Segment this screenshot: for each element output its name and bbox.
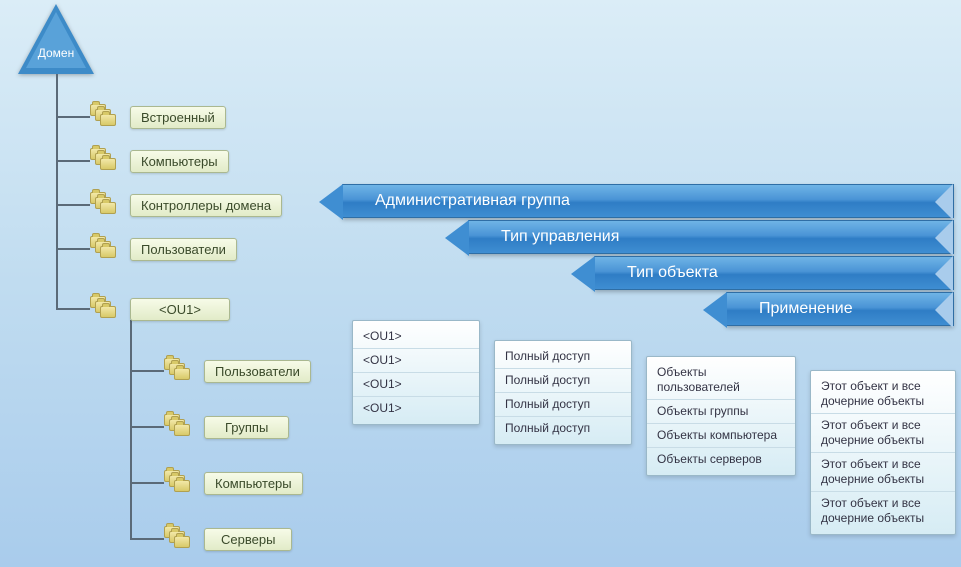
tree-node-users: Пользователи — [130, 238, 237, 261]
folder-icon — [90, 104, 112, 126]
arrow-object-type: Тип объекта — [594, 256, 954, 290]
panel-row: Объекты пользователей — [647, 361, 795, 399]
tree-connector — [56, 204, 90, 206]
panel-row: Объекты серверов — [647, 447, 795, 471]
tree-connector — [56, 160, 90, 162]
tree-connector — [130, 370, 164, 372]
panel-row: Этот объект и все дочерние объекты — [811, 375, 955, 413]
tree-node-ou1-groups: Группы — [204, 416, 289, 439]
panel-objects: Объекты пользователей Объекты группы Объ… — [646, 356, 796, 476]
arrow-management-type: Тип управления — [468, 220, 954, 254]
panel-row: Полный доступ — [495, 416, 631, 440]
folder-icon — [164, 526, 186, 548]
arrow-label: Административная группа — [375, 192, 570, 209]
panel-row: Полный доступ — [495, 392, 631, 416]
panel-row: Полный доступ — [495, 368, 631, 392]
panel-row: <OU1> — [353, 348, 479, 372]
folder-icon — [164, 358, 186, 380]
folder-icon — [90, 148, 112, 170]
panel-row: <OU1> — [353, 372, 479, 396]
tree-connector — [56, 248, 90, 250]
panel-row: Объекты компьютера — [647, 423, 795, 447]
tree-connector — [56, 116, 90, 118]
arrow-label: Тип объекта — [627, 264, 718, 281]
folder-icon — [164, 414, 186, 436]
tree-node-ou1-users: Пользователи — [204, 360, 311, 383]
tree-connector — [130, 320, 132, 538]
tree-node-builtin: Встроенный — [130, 106, 226, 129]
panel-row: <OU1> — [353, 325, 479, 348]
panel-ou: <OU1> <OU1> <OU1> <OU1> — [352, 320, 480, 425]
tree-connector — [130, 482, 164, 484]
panel-row: Этот объект и все дочерние объекты — [811, 452, 955, 491]
panel-row: Этот объект и все дочерние объекты — [811, 413, 955, 452]
arrow-admin-group: Административная группа — [342, 184, 954, 218]
panel-row: Объекты группы — [647, 399, 795, 423]
arrow-application: Применение — [726, 292, 954, 326]
tree-node-computers: Компьютеры — [130, 150, 229, 173]
panel-row: Этот объект и все дочерние объекты — [811, 491, 955, 530]
tree-connector — [130, 538, 164, 540]
tree-connector — [56, 308, 90, 310]
panel-access: Полный доступ Полный доступ Полный досту… — [494, 340, 632, 445]
arrow-label: Тип управления — [501, 228, 619, 245]
panel-scope: Этот объект и все дочерние объекты Этот … — [810, 370, 956, 535]
tree-connector — [130, 426, 164, 428]
panel-row: Полный доступ — [495, 345, 631, 368]
tree-connector — [56, 74, 58, 308]
tree-node-ou1: <OU1> — [130, 298, 230, 321]
folder-icon — [90, 236, 112, 258]
folder-icon — [90, 296, 112, 318]
tree-node-domain-controllers: Контроллеры домена — [130, 194, 282, 217]
domain-root-label: Домен — [16, 46, 96, 60]
folder-icon — [90, 192, 112, 214]
tree-node-ou1-computers: Компьютеры — [204, 472, 303, 495]
folder-icon — [164, 470, 186, 492]
panel-row: <OU1> — [353, 396, 479, 420]
arrow-label: Применение — [759, 300, 853, 317]
tree-node-ou1-servers: Серверы — [204, 528, 292, 551]
